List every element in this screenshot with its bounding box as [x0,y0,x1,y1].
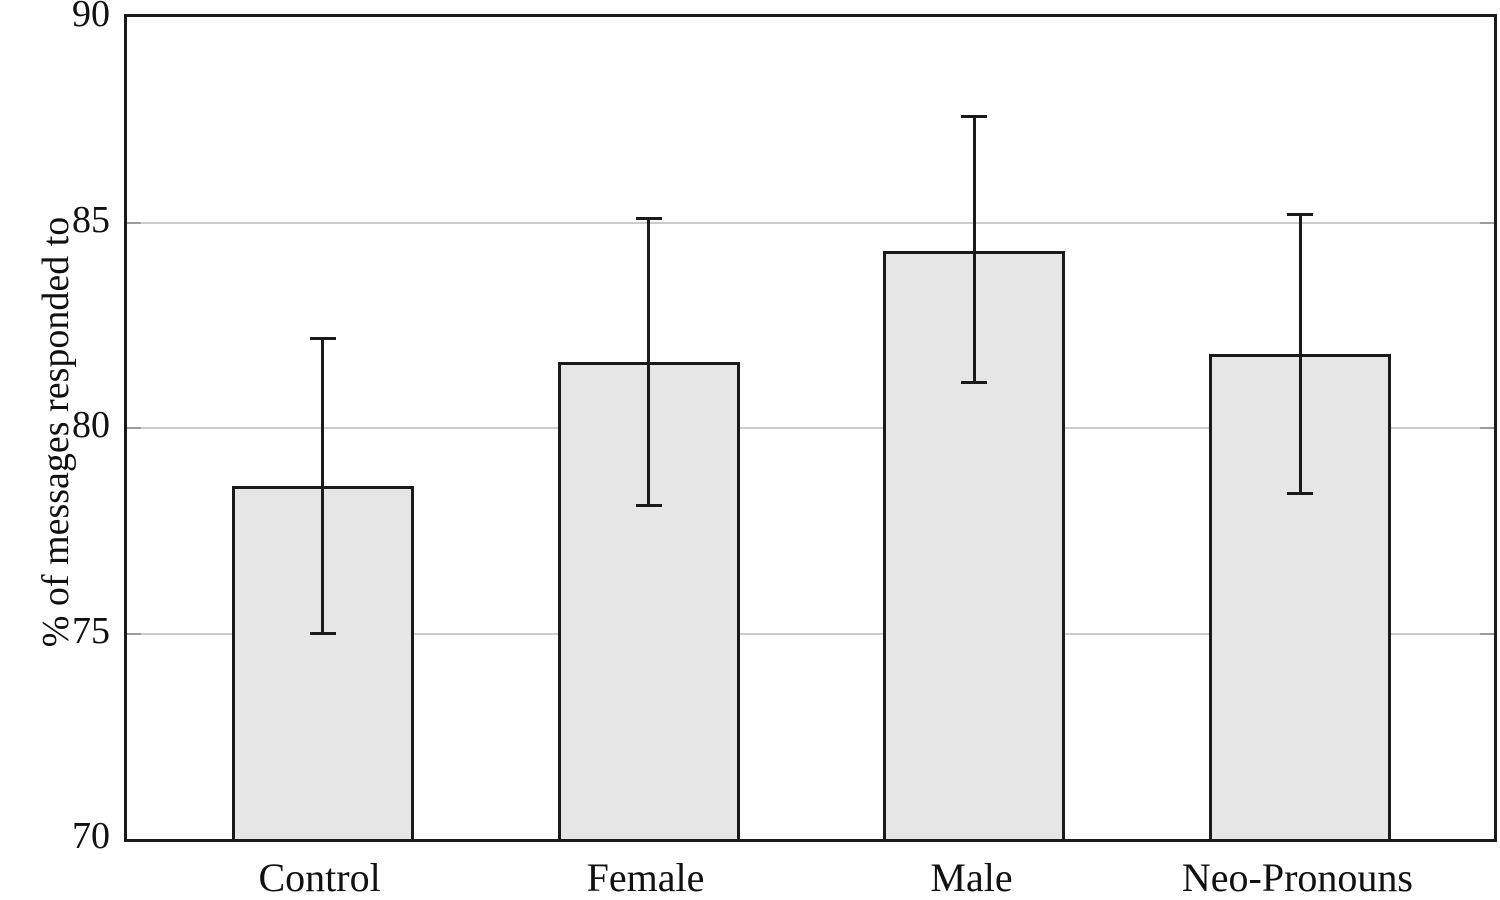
y-tick-right [1480,427,1494,429]
x-tick-label-neo-pronouns: Neo-Pronouns [1181,855,1413,900]
gridline-y-75 [127,632,1494,635]
error-bar-cap-top [1287,213,1314,217]
error-bar-cap-top [635,217,662,221]
error-bar-cap-bottom [1287,491,1314,495]
y-tick-left [127,427,141,429]
error-bar-line [972,115,976,383]
y-tick-label-70: 70 [72,815,110,857]
gridline-y-80 [127,427,1494,429]
x-tick-label-male: Male [930,855,1013,900]
x-tick-label-control: Control [258,855,381,900]
y-tick-right [1480,221,1494,224]
y-tick-left [127,632,141,635]
error-bar-cap-top [961,114,988,118]
y-tick-label-90: 90 [72,0,110,35]
y-tick-label-80: 80 [72,404,110,446]
error-bar-line [1298,214,1302,494]
error-bar-cap-bottom [635,504,662,508]
plot-area [124,14,1497,842]
error-bar-cap-top [309,336,336,340]
y-tick-label-75: 75 [72,609,110,652]
y-tick-left [127,221,141,224]
error-bar-cap-bottom [961,380,988,384]
y-tick-right [1480,632,1494,635]
gridline-y-85 [127,221,1494,224]
y-tick-label-85: 85 [72,198,110,241]
error-bar-cap-bottom [309,631,336,635]
error-bar-line [647,218,651,507]
error-bar-line [321,337,325,634]
x-tick-label-female: Female [586,855,705,900]
